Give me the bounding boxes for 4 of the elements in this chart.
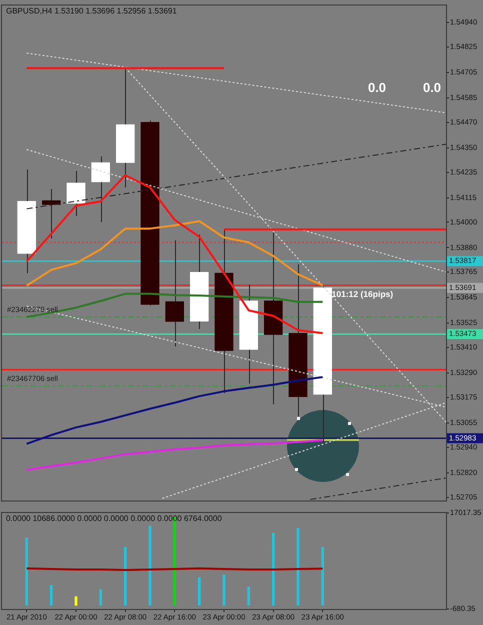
annotation: 101:12 (16pips) [332,289,394,300]
annotation: 0.0 [422,80,442,96]
annotation: 0.0 [368,80,386,96]
chart-title: GBPUSD,H4 1.53190 1.53696 1.52956 1.53691 [6,6,178,16]
